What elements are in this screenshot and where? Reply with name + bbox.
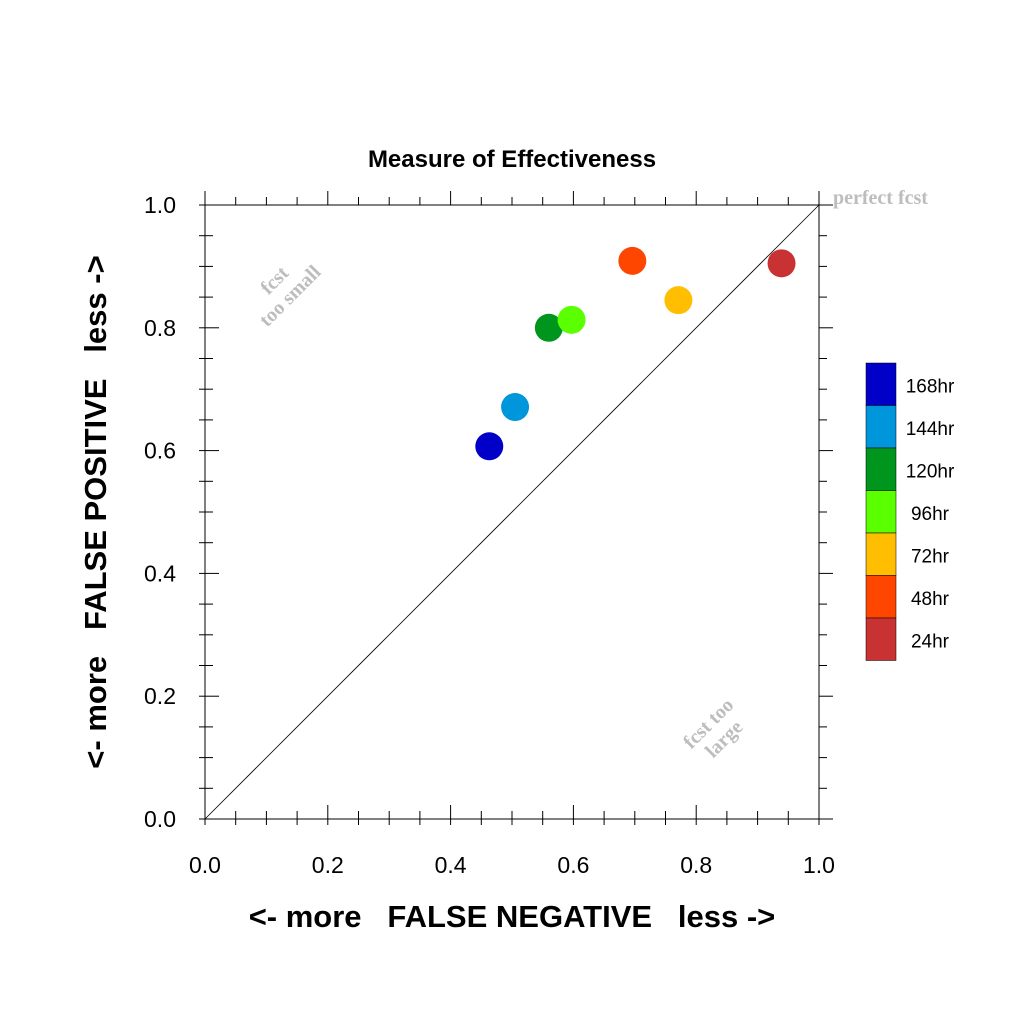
- point-24hr: [767, 249, 796, 278]
- legend: 168hr 144hr 120hr 96hr 72hr 48hr 24hr: [865, 362, 955, 661]
- y-tick-label: 0.0: [144, 806, 176, 832]
- data-points: [475, 246, 796, 461]
- legend-swatch-48hr: [865, 575, 897, 619]
- legend-label-96hr: 96hr: [911, 504, 950, 525]
- legend-swatch-144hr: [865, 405, 897, 449]
- legend-swatch-96hr: [865, 490, 897, 534]
- y-tick-labels: 0.0 0.2 0.4 0.6 0.8 1.0: [144, 192, 176, 832]
- legend-swatch-24hr: [865, 617, 897, 661]
- y-tick-label: 0.4: [144, 560, 176, 586]
- perfect-forecast-annotation: perfect fcst: [833, 187, 928, 209]
- legend-label-24hr: 24hr: [911, 631, 950, 652]
- x-tick-label: 1.0: [803, 852, 835, 878]
- x-axis-label: <- more FALSE NEGATIVE less ->: [249, 899, 776, 934]
- point-48hr: [618, 246, 647, 275]
- x-tick-labels: 0.0 0.2 0.4 0.6 0.8 1.0: [189, 852, 835, 878]
- point-120hr: [534, 313, 563, 342]
- point-144hr: [501, 393, 530, 422]
- y-tick-label: 0.2: [144, 683, 176, 709]
- point-72hr: [664, 286, 693, 315]
- y-tick-label: 1.0: [144, 192, 176, 218]
- perfect-forecast-diagonal: [204, 204, 820, 820]
- y-axis-label: <- more FALSE POSITIVE less ->: [78, 255, 113, 768]
- minor-ticks: [199, 191, 833, 825]
- x-tick-label: 0.0: [189, 852, 221, 878]
- x-tick-label: 0.6: [557, 852, 589, 878]
- x-tick-label: 0.4: [435, 852, 467, 878]
- point-96hr: [557, 305, 586, 334]
- legend-swatch-120hr: [865, 447, 897, 491]
- x-tick-label: 0.2: [312, 852, 344, 878]
- legend-swatch-168hr: [865, 362, 897, 406]
- legend-swatch-72hr: [865, 532, 897, 576]
- legend-label-72hr: 72hr: [911, 546, 950, 567]
- legend-label-120hr: 120hr: [906, 461, 955, 482]
- point-168hr: [475, 432, 504, 461]
- x-tick-label: 0.8: [680, 852, 712, 878]
- fcst-too-small-annotation-line2: too small: [255, 261, 325, 331]
- y-tick-label: 0.6: [144, 438, 176, 464]
- legend-label-144hr: 144hr: [906, 419, 955, 440]
- chart-title: Measure of Effectiveness: [368, 146, 656, 173]
- legend-label-48hr: 48hr: [911, 589, 950, 610]
- y-tick-label: 0.8: [144, 315, 176, 341]
- legend-label-168hr: 168hr: [906, 376, 955, 397]
